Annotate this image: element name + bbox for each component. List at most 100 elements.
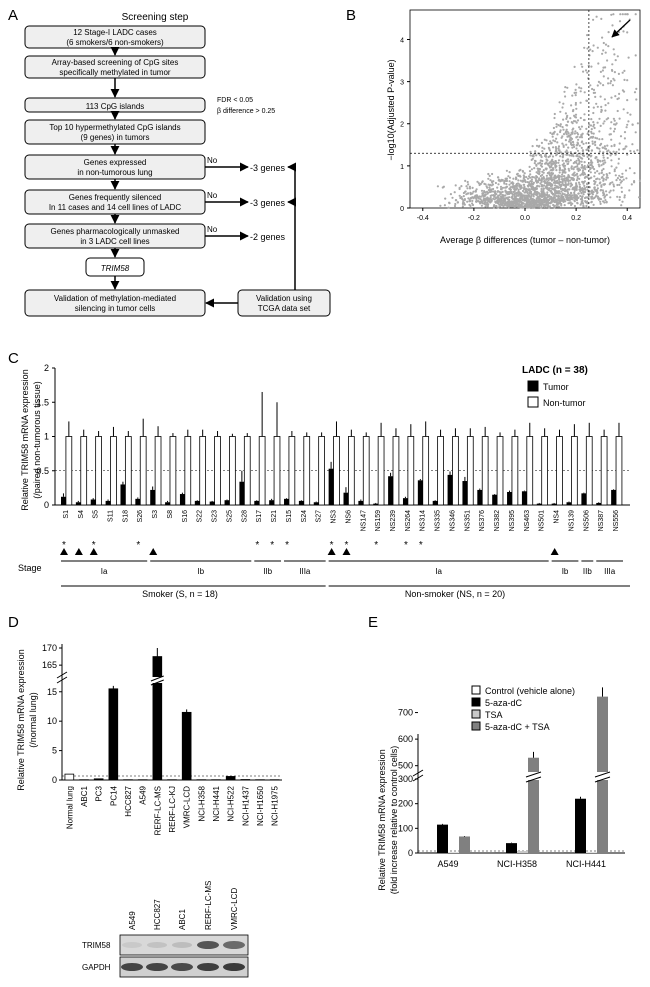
volcano-point bbox=[580, 198, 584, 201]
volcano-point bbox=[568, 140, 571, 143]
volcano-point bbox=[526, 181, 529, 184]
e-xtick: NCI-H358 bbox=[497, 859, 537, 869]
volcano-point bbox=[573, 204, 577, 208]
volcano-point bbox=[555, 125, 558, 128]
volcano-point bbox=[576, 175, 579, 178]
volcano-point bbox=[499, 203, 502, 206]
c-xtick: S23 bbox=[212, 510, 219, 523]
volcano-point bbox=[612, 185, 616, 188]
volcano-point bbox=[569, 142, 573, 146]
volcano-point bbox=[490, 194, 493, 197]
volcano-point bbox=[636, 149, 639, 152]
c-xtick: NS382 bbox=[494, 510, 501, 532]
volcano-point bbox=[514, 202, 518, 206]
volcano-point bbox=[546, 204, 550, 207]
volcano-point bbox=[589, 84, 592, 87]
western-blot: TRIM58 GAPDH A549 HCC827 ABC1 RERF-LC-MS… bbox=[82, 881, 249, 978]
volcano-point bbox=[538, 185, 541, 188]
volcano-point bbox=[564, 194, 567, 197]
volcano-point bbox=[549, 176, 552, 179]
volcano-ytick: 0 bbox=[400, 206, 404, 213]
volcano-point bbox=[501, 190, 504, 193]
volcano-point bbox=[538, 177, 541, 180]
volcano-point bbox=[583, 187, 587, 190]
volcano-point bbox=[565, 179, 568, 182]
volcano-point bbox=[483, 182, 486, 185]
volcano-point bbox=[451, 196, 454, 199]
volcano-point bbox=[559, 129, 562, 132]
volcano-point bbox=[606, 174, 609, 177]
volcano-point bbox=[562, 144, 565, 147]
volcano-point bbox=[488, 186, 491, 189]
volcano-point bbox=[466, 187, 469, 190]
volcano-point bbox=[514, 176, 518, 179]
volcano-point bbox=[604, 109, 607, 112]
c-xtick: S28 bbox=[241, 510, 248, 523]
blot-lane: A549 bbox=[128, 911, 137, 930]
volcano-point bbox=[548, 166, 552, 169]
volcano-point bbox=[487, 198, 490, 201]
c-ytick: 2 bbox=[44, 363, 49, 373]
band bbox=[121, 963, 143, 971]
volcano-point bbox=[633, 180, 636, 183]
volcano-point bbox=[609, 82, 612, 85]
volcano-point bbox=[556, 141, 559, 144]
volcano-point bbox=[574, 94, 577, 97]
c-ytick: 1.5 bbox=[36, 397, 49, 407]
tumor-bar bbox=[536, 503, 542, 505]
d-xtick: NCI-H1650 bbox=[256, 785, 265, 826]
volcano-point bbox=[557, 191, 560, 194]
volcano-point bbox=[634, 13, 637, 16]
volcano-point bbox=[576, 149, 580, 152]
volcano-point bbox=[601, 52, 604, 55]
volcano-point bbox=[582, 142, 585, 145]
volcano-point bbox=[547, 179, 550, 182]
tumor-bar bbox=[61, 496, 66, 505]
volcano-point bbox=[552, 126, 556, 130]
volcano-point bbox=[534, 160, 537, 163]
volcano-point bbox=[626, 79, 629, 82]
c-xtick: S27 bbox=[316, 510, 323, 523]
volcano-point bbox=[589, 136, 592, 139]
volcano-point bbox=[586, 186, 589, 189]
d-xtick: RERF-LC-MS bbox=[153, 786, 162, 835]
volcano-point bbox=[539, 179, 542, 182]
volcano-point bbox=[569, 201, 572, 204]
c-xtick: S22 bbox=[197, 510, 204, 523]
volcano-point bbox=[531, 175, 534, 179]
volcano-point bbox=[520, 205, 523, 208]
volcano-point bbox=[613, 119, 616, 122]
volcano-point bbox=[573, 114, 576, 117]
volcano-point bbox=[549, 131, 552, 134]
volcano-point bbox=[633, 91, 637, 94]
volcano-point bbox=[530, 178, 534, 181]
volcano-point bbox=[553, 190, 557, 194]
volcano-point bbox=[436, 185, 439, 188]
tumor-bar bbox=[388, 476, 394, 505]
volcano-point bbox=[528, 183, 531, 186]
volcano-point bbox=[553, 161, 556, 164]
volcano-point bbox=[589, 171, 592, 174]
volcano-point bbox=[596, 84, 599, 87]
volcano-point bbox=[594, 136, 597, 139]
volcano-point bbox=[570, 192, 573, 195]
tumor-bar bbox=[596, 502, 602, 505]
volcano-point bbox=[589, 167, 592, 170]
volcano-point bbox=[577, 196, 580, 199]
e-bar-break-lines bbox=[525, 771, 542, 783]
band bbox=[223, 963, 245, 971]
volcano-point bbox=[548, 205, 552, 208]
tumor-bar bbox=[432, 500, 438, 505]
volcano-point bbox=[569, 117, 572, 120]
volcano-point bbox=[466, 200, 469, 203]
volcano-point bbox=[510, 182, 513, 185]
nontumor-bar bbox=[199, 436, 207, 506]
c-xtick: S11 bbox=[108, 510, 115, 522]
nontumor-bar bbox=[229, 436, 236, 506]
star-marker: * bbox=[374, 540, 378, 551]
volcano-point bbox=[600, 169, 604, 172]
band bbox=[147, 942, 167, 948]
volcano-point bbox=[603, 183, 607, 186]
volcano-point bbox=[549, 201, 553, 204]
volcano-point bbox=[629, 113, 632, 116]
